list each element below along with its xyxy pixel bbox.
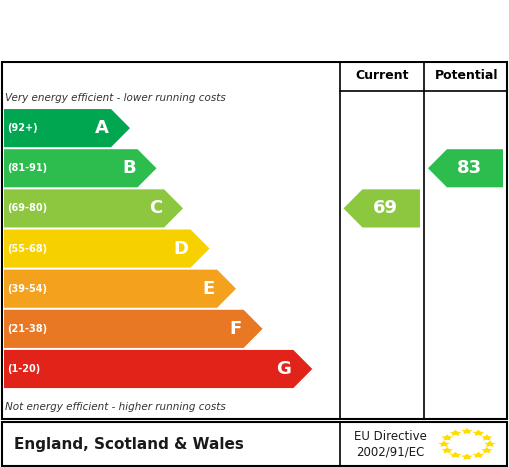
Text: EU Directive
2002/91/EC: EU Directive 2002/91/EC <box>354 430 427 458</box>
Polygon shape <box>481 447 493 453</box>
Polygon shape <box>4 149 156 187</box>
Text: (55-68): (55-68) <box>7 244 47 254</box>
Polygon shape <box>472 452 485 458</box>
Text: England, Scotland & Wales: England, Scotland & Wales <box>14 437 244 452</box>
Text: Not energy efficient - higher running costs: Not energy efficient - higher running co… <box>5 402 226 412</box>
Text: D: D <box>174 240 189 258</box>
Polygon shape <box>4 109 130 147</box>
Text: (39-54): (39-54) <box>7 284 47 294</box>
Polygon shape <box>441 434 453 440</box>
Polygon shape <box>481 434 493 440</box>
Polygon shape <box>449 430 462 436</box>
Polygon shape <box>4 310 263 348</box>
Text: (69-80): (69-80) <box>7 204 47 213</box>
Text: Energy Efficiency Rating: Energy Efficiency Rating <box>10 18 336 42</box>
Text: (81-91): (81-91) <box>7 163 47 173</box>
Polygon shape <box>461 428 473 434</box>
Text: Potential: Potential <box>435 69 498 82</box>
Text: 83: 83 <box>457 159 482 177</box>
Polygon shape <box>472 430 485 436</box>
Text: (21-38): (21-38) <box>7 324 47 334</box>
Text: A: A <box>95 119 109 137</box>
Polygon shape <box>344 189 420 227</box>
Polygon shape <box>428 149 503 187</box>
Polygon shape <box>4 269 236 308</box>
Polygon shape <box>438 441 450 447</box>
Text: C: C <box>149 199 162 218</box>
Text: Current: Current <box>355 69 409 82</box>
Text: (1-20): (1-20) <box>7 364 40 374</box>
Text: Very energy efficient - lower running costs: Very energy efficient - lower running co… <box>5 93 226 103</box>
Text: F: F <box>230 320 242 338</box>
Polygon shape <box>484 441 496 447</box>
Polygon shape <box>4 229 210 268</box>
Text: B: B <box>122 159 135 177</box>
Polygon shape <box>449 452 462 458</box>
Polygon shape <box>441 447 453 453</box>
Polygon shape <box>4 350 313 388</box>
Text: G: G <box>276 360 291 378</box>
Polygon shape <box>461 453 473 460</box>
Text: (92+): (92+) <box>7 123 38 133</box>
Text: 69: 69 <box>373 199 398 218</box>
Polygon shape <box>4 189 183 227</box>
Text: E: E <box>203 280 215 297</box>
